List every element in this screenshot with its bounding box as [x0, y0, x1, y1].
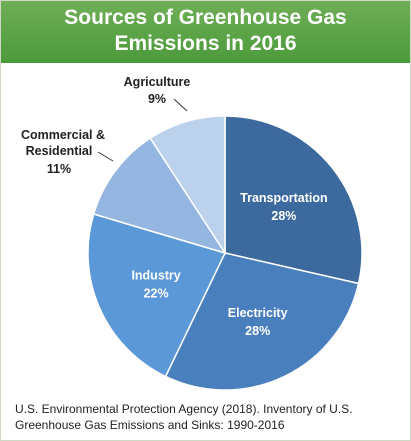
pie-slice-electricity: [164, 252, 360, 391]
pie-label-commercial-and-residential-line-2: Residential: [26, 144, 93, 158]
pie-slice-agriculture: [149, 115, 226, 256]
pie-slice-transportation: [224, 115, 363, 285]
pie-slice-commercial-and-residential: [92, 137, 227, 255]
chart-title-line-1: Sources of Greenhouse Gas: [64, 6, 347, 29]
pie-chart: Transportation 28% Electricity 28% Industry 2…: [21, 75, 363, 391]
source-line-2: Greenhouse Gas Emissions and Sinks: 1990…: [15, 418, 285, 432]
source-citation: U.S. Environmental Protection Agency (20…: [15, 401, 400, 433]
pie-label-transportation: Transportation: [240, 191, 328, 205]
chart-title: Sources of Greenhouse Gas Emissions in 2…: [1, 5, 410, 57]
pie-value-electricity: 28%: [245, 324, 270, 338]
pie-label-commercial-and-residential-line-1: Commercial &: [21, 128, 105, 142]
pie-label-agriculture: Agriculture: [124, 75, 191, 89]
pie-value-agriculture: 9%: [148, 92, 166, 106]
pie-label-industry: Industry: [131, 269, 180, 283]
chart-title-line-2: Emissions in 2016: [114, 32, 297, 55]
leader-line-agriculture: [173, 98, 188, 112]
pie-slice-industry: [87, 213, 227, 378]
pie-value-transportation: 28%: [271, 209, 296, 223]
leader-line-commercial-and-residential: [97, 151, 114, 162]
title-banner: Sources of Greenhouse Gas Emissions in 2…: [1, 1, 410, 63]
pie-value-commercial-and-residential: 11%: [47, 162, 71, 176]
pie-value-industry: 22%: [144, 287, 169, 301]
pie-label-electricity: Electricity: [228, 306, 288, 320]
source-line-1: U.S. Environmental Protection Agency (20…: [15, 402, 353, 416]
